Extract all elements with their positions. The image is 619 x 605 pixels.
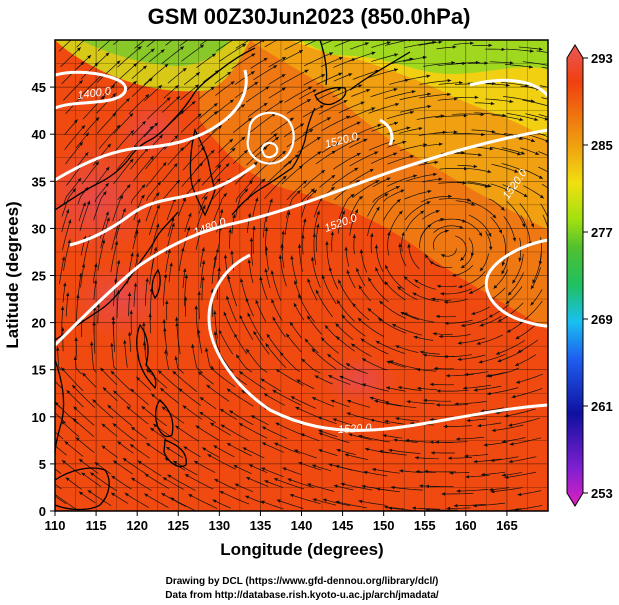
y-axis-label: Latitude (degrees)	[3, 201, 22, 348]
y-tick-label: 30	[32, 221, 46, 236]
streamline-arrowhead	[552, 157, 556, 160]
plot-area: 1400.0 1480.0 1520.0 1520.0 1520.0 1520.…	[35, 30, 573, 513]
credit-drawing: Drawing by DCL (https://www.gfd-dennou.o…	[166, 576, 439, 587]
colorbar-ticks: 253 261 269 277 285 293	[583, 51, 613, 501]
x-axis: 110 115 120 125 130 135 140 145 150 155 160 165	[45, 511, 518, 533]
x-tick-label: 140	[291, 518, 313, 533]
streamline-arrowhead	[118, 30, 122, 34]
streamline-arrowhead	[563, 200, 566, 204]
colorbar-tick-label: 269	[591, 312, 613, 327]
streamline-arrowhead	[309, 35, 313, 38]
y-tick-label: 10	[32, 410, 46, 425]
y-tick-label: 0	[39, 504, 46, 519]
streamline-arrowhead	[88, 34, 92, 38]
streamline-arrowhead	[549, 225, 552, 229]
streamline-arrowhead	[339, 36, 343, 39]
y-tick-label: 35	[32, 174, 46, 189]
y-tick-label: 20	[32, 316, 46, 331]
x-axis-label: Longitude (degrees)	[220, 540, 383, 559]
streamline-arrowhead	[213, 34, 217, 38]
streamline-arrowhead	[178, 33, 182, 37]
x-tick-label: 160	[455, 518, 477, 533]
hot-patch-2	[70, 260, 170, 340]
streamline-arrowhead	[45, 437, 49, 441]
y-tick-label: 40	[32, 127, 46, 142]
streamline-arrowhead	[46, 404, 50, 408]
contour-label: 1520.0	[338, 422, 373, 436]
y-tick-label: 5	[39, 457, 46, 472]
y-tick-label: 45	[32, 80, 46, 95]
streamline-arrowhead	[289, 32, 293, 35]
x-tick-label: 125	[167, 518, 189, 533]
y-axis: 0 5 10 15 20 25 30 35 40 45	[32, 80, 55, 519]
x-tick-label: 150	[373, 518, 395, 533]
x-tick-label: 130	[208, 518, 230, 533]
x-tick-label: 165	[496, 518, 518, 533]
streamline-arrowhead	[551, 64, 555, 67]
streamline-arrowhead	[73, 35, 77, 39]
streamline-arrowhead	[561, 120, 565, 123]
x-tick-label: 145	[332, 518, 354, 533]
colorbar-tick-label: 253	[591, 486, 613, 501]
x-tick-label: 120	[126, 518, 148, 533]
streamline-arrowhead	[323, 36, 327, 39]
figure: GSM 00Z30Jun2023 (850.0hPa)	[0, 0, 619, 605]
colorbar-tick-label: 293	[591, 51, 613, 66]
streamline-arrowhead	[159, 34, 163, 38]
streamline-arrowhead	[551, 136, 555, 139]
x-tick-label: 115	[86, 518, 107, 533]
x-tick-label: 135	[250, 518, 272, 533]
streamline-arrowhead	[195, 32, 199, 36]
y-tick-label: 15	[32, 363, 46, 378]
streamline-arrowhead	[555, 175, 559, 178]
x-tick-label: 110	[45, 518, 66, 533]
streamline-arrowhead	[552, 52, 556, 55]
credit-data: Data from http://database.rish.kyoto-u.a…	[165, 590, 439, 601]
chart-title: GSM 00Z30Jun2023 (850.0hPa)	[148, 4, 471, 29]
streamline-arrowhead	[239, 34, 243, 37]
colorbar-tick-label: 285	[591, 138, 613, 153]
streamline-arrowhead	[40, 485, 44, 489]
streamline-arrowhead	[125, 32, 129, 36]
colorbar-tick-label: 261	[591, 399, 613, 414]
colorbar-tick-label: 277	[591, 225, 613, 240]
colorbar-bar	[567, 45, 583, 506]
streamline-arrowhead	[153, 31, 157, 35]
streamline-arrowhead	[550, 105, 554, 108]
colorbar: 253 261 269 277 285 293	[567, 45, 613, 506]
streamline-arrowhead	[44, 391, 48, 395]
x-tick-label: 155	[414, 518, 436, 533]
y-tick-label: 25	[32, 269, 46, 284]
